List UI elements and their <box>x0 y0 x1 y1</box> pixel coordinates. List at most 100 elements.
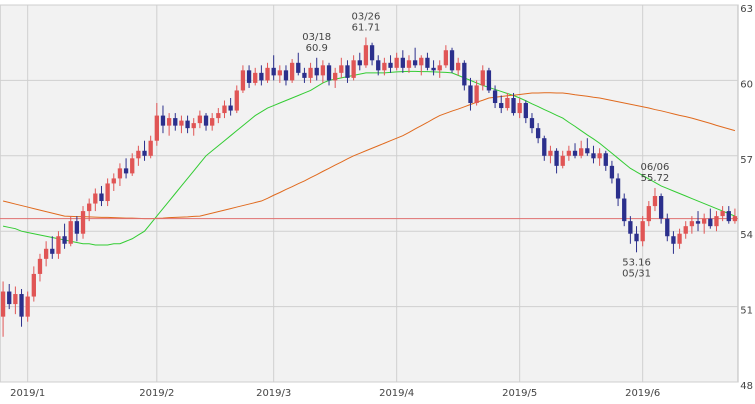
candle-body <box>117 168 123 179</box>
candle-body <box>603 153 608 166</box>
candle-body <box>142 150 147 156</box>
candle-body <box>412 60 418 66</box>
candle-body <box>7 291 12 305</box>
candle-body <box>579 148 584 156</box>
candle-body <box>720 211 725 217</box>
candle-body <box>708 218 713 227</box>
candle-body <box>486 70 492 91</box>
candle-body <box>665 218 670 237</box>
candle-body <box>43 248 49 259</box>
candle-body <box>31 273 36 297</box>
candle-body <box>566 150 572 156</box>
candle-body <box>376 60 381 71</box>
candle-body <box>283 70 289 81</box>
candle-body <box>369 45 375 61</box>
x-tick-label: 2019/1 <box>10 388 45 399</box>
candle-body <box>529 118 535 129</box>
candle-body <box>191 123 196 129</box>
candle-body <box>166 118 172 126</box>
candle-body <box>13 294 18 305</box>
candle-body <box>99 193 104 202</box>
candle-body <box>197 115 203 124</box>
candle-body <box>572 150 578 156</box>
y-tick-label: 54 <box>740 230 753 241</box>
annotation-date: 06/06 <box>641 162 670 173</box>
candle-body <box>640 221 645 242</box>
candle-body <box>320 65 326 76</box>
candle-body <box>634 233 639 242</box>
candle-body <box>62 236 67 244</box>
candle-body <box>19 294 24 317</box>
candle-body <box>289 62 295 81</box>
candle-body <box>714 216 719 227</box>
candle-body <box>511 97 516 114</box>
candle-body <box>185 120 190 129</box>
candle-body <box>136 150 141 159</box>
candle-body <box>646 206 651 222</box>
candle-body <box>265 67 270 81</box>
candle-body <box>609 165 615 179</box>
y-tick-label: 51 <box>740 306 753 317</box>
candle-body <box>462 62 467 86</box>
candle-body <box>615 178 621 199</box>
candle-body <box>240 70 246 91</box>
candle-body <box>105 183 110 202</box>
candle-body <box>726 211 731 222</box>
candle-body <box>339 65 344 73</box>
candle-body <box>37 258 43 274</box>
candle-body <box>468 85 473 104</box>
candle-body <box>535 128 541 139</box>
candle-body <box>683 226 688 234</box>
candle-body <box>259 72 264 81</box>
annotation-value: 55.72 <box>641 173 670 184</box>
candle-body <box>542 138 547 156</box>
candle-body <box>351 60 356 78</box>
candle-body <box>499 103 504 109</box>
candle-body <box>111 178 116 184</box>
candle-body <box>554 150 559 166</box>
candle-body <box>702 218 707 224</box>
candle-body <box>87 203 92 212</box>
candle-body <box>216 113 221 119</box>
candle-body <box>400 57 405 68</box>
candle-body <box>302 72 307 78</box>
candle-body <box>253 72 258 83</box>
plot-area <box>0 4 739 383</box>
candle-body <box>80 211 86 234</box>
x-tick-label: 2019/2 <box>139 388 174 399</box>
candle-body <box>505 97 510 109</box>
candle-body <box>560 155 565 166</box>
candle-body <box>437 65 442 71</box>
candle-body <box>123 168 129 174</box>
candle-body <box>0 291 6 317</box>
candle-body <box>689 221 695 227</box>
candle-body <box>93 193 98 204</box>
candle-body <box>173 118 178 126</box>
candle-body <box>148 140 153 156</box>
candle-body <box>695 221 701 224</box>
candle-body <box>154 115 159 141</box>
candle-body <box>160 115 166 126</box>
candle-body <box>480 70 485 86</box>
annotation-date: 05/31 <box>622 268 651 279</box>
candle-body <box>585 148 590 154</box>
candle-body <box>492 90 498 104</box>
candle-body <box>591 153 596 159</box>
y-tick-label: 48 <box>740 381 753 392</box>
candle-body <box>425 57 430 68</box>
candle-body <box>652 196 658 207</box>
candle-body <box>443 50 449 66</box>
candle-body <box>308 67 313 78</box>
candle-body <box>406 60 412 68</box>
candle-body <box>357 60 362 66</box>
candle-body <box>382 62 387 71</box>
candle-body <box>671 236 676 244</box>
candle-body <box>179 120 184 126</box>
candle-body <box>363 45 369 66</box>
candle-body <box>296 62 301 73</box>
annotation-value: 61.71 <box>352 22 381 33</box>
x-tick-label: 2019/4 <box>379 388 414 399</box>
candle-body <box>523 103 528 119</box>
candle-body <box>345 65 350 78</box>
